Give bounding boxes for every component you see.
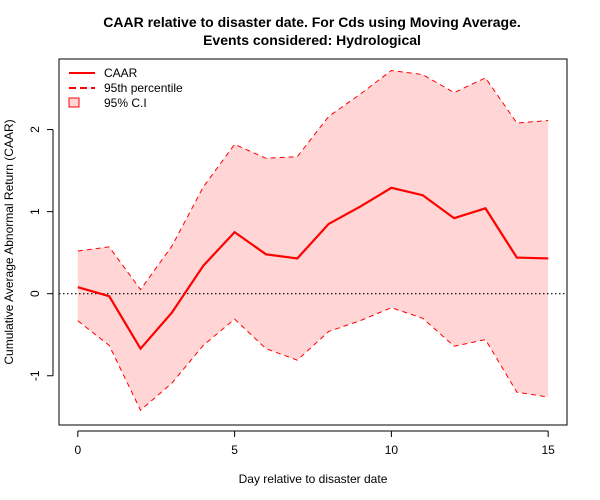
x-tick-label: 10 (385, 443, 399, 457)
legend: CAAR 95th percentile 95% C.I (68, 66, 183, 110)
plot-frame (58, 58, 568, 426)
y-axis-label: Cumulative Average Abnormal Return (CAAR… (2, 119, 16, 364)
legend-ci-swatch (68, 97, 80, 108)
y-tick-label: -1 (28, 370, 42, 381)
percentile-upper-line (77, 69, 549, 291)
y-tick-label: 2 (28, 126, 42, 133)
chart-title: CAAR relative to disaster date. For Cds … (103, 14, 521, 30)
y-tick-label: 1 (28, 208, 42, 215)
legend-ci-label: 95% C.I (104, 96, 147, 110)
legend-caar-label: CAAR (104, 66, 138, 80)
chart-subtitle: Events considered: Hydrological (203, 32, 421, 48)
legend-percentile-label: 95th percentile (104, 81, 183, 95)
series-line-layer (77, 69, 549, 412)
y-axis: -1 0 1 2 (28, 126, 54, 381)
x-tick-label: 15 (542, 443, 556, 457)
y-tick-label: 0 (28, 290, 42, 297)
x-tick-label: 5 (231, 443, 238, 457)
caar-line (77, 186, 549, 351)
x-axis-label: Day relative to disaster date (239, 472, 388, 486)
x-axis: 0 5 10 15 (74, 430, 556, 457)
x-tick-label: 0 (74, 443, 81, 457)
